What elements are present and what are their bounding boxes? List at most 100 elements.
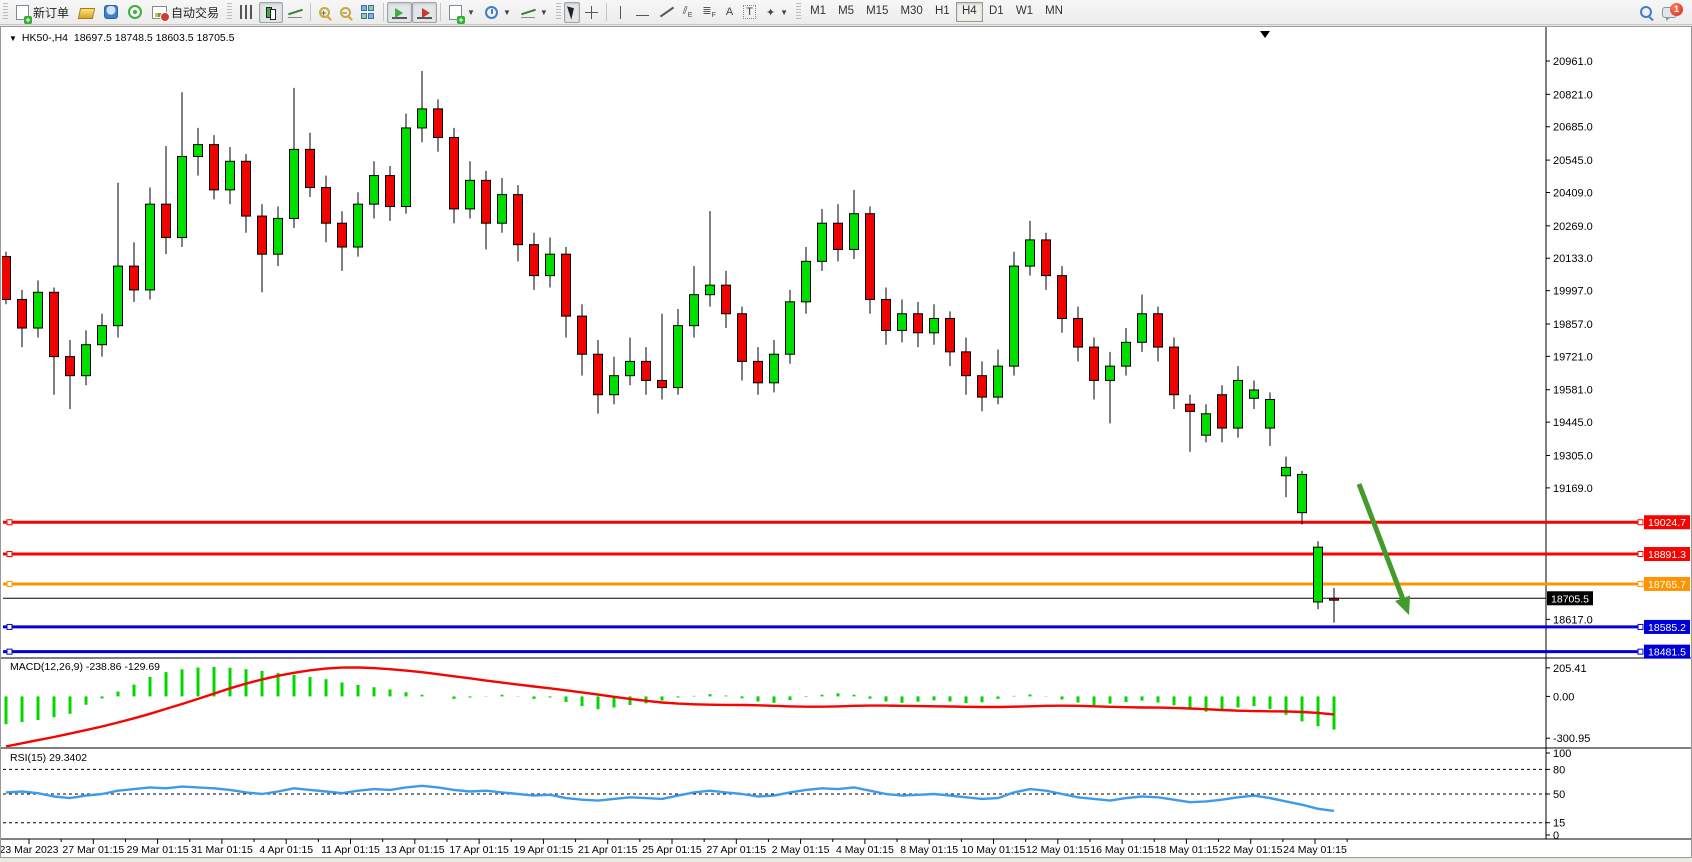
bar-chart-button[interactable] bbox=[235, 2, 259, 23]
trend-arrow-head[interactable] bbox=[1395, 595, 1411, 615]
timeframe-m1-button[interactable]: M1 bbox=[810, 5, 827, 17]
candle bbox=[337, 222, 347, 248]
line-handle[interactable] bbox=[6, 519, 13, 526]
date-label: 13 Apr 01:15 bbox=[385, 844, 445, 856]
toolbar-grip[interactable] bbox=[3, 3, 8, 21]
timeframe-m30-button[interactable]: M30 bbox=[900, 5, 923, 17]
line-handle[interactable] bbox=[6, 580, 13, 587]
price-tick-label: 19721.0 bbox=[1553, 351, 1593, 363]
indicators-button[interactable]: ▼ bbox=[444, 2, 480, 24]
rsi-tick-label: 15 bbox=[1553, 818, 1565, 830]
price-tick-label: 20545.0 bbox=[1553, 155, 1593, 167]
zoom-out-button[interactable]: − bbox=[335, 2, 356, 23]
main-toolbar: 新订单 自动交易 + − ▼ ▼ ▼ bbox=[0, 0, 1692, 25]
candle bbox=[257, 215, 267, 255]
toolbar-grip[interactable] bbox=[555, 3, 561, 21]
candlestick-chart-button[interactable] bbox=[259, 1, 284, 23]
new-order-icon bbox=[16, 4, 32, 24]
chart-title: ▼ HK50-,H4 18697.5 18748.5 18603.5 18705.… bbox=[9, 32, 235, 44]
macd-layer bbox=[4, 666, 1336, 747]
trend-arrow[interactable] bbox=[1356, 483, 1405, 600]
chart-shift-button[interactable] bbox=[412, 1, 438, 23]
date-label: 16 May 01:15 bbox=[1090, 844, 1154, 856]
templates-button[interactable]: ▼ bbox=[516, 2, 553, 23]
price-tick-label: 20269.0 bbox=[1553, 221, 1593, 233]
new-order-button[interactable]: 新订单 bbox=[11, 2, 74, 24]
candle bbox=[65, 356, 75, 377]
new-order-label: 新订单 bbox=[33, 5, 70, 20]
arrows-button[interactable]: ✦ ▼ bbox=[765, 6, 789, 19]
search-button[interactable] bbox=[1635, 2, 1657, 23]
horizontal-line-button[interactable] bbox=[631, 2, 654, 23]
toolbar-grip[interactable] bbox=[796, 3, 802, 21]
candle bbox=[993, 365, 1003, 398]
timeframe-h4-button[interactable]: H4 bbox=[955, 2, 983, 22]
zoom-out-icon: − bbox=[340, 6, 352, 18]
vertical-line-button[interactable] bbox=[610, 2, 631, 23]
candle bbox=[433, 108, 443, 138]
equidistant-channel-button[interactable]: ⫽E bbox=[678, 2, 698, 23]
candle bbox=[785, 301, 795, 355]
line-handle[interactable] bbox=[6, 551, 13, 558]
candle bbox=[161, 203, 171, 239]
chart-window[interactable]: 19024.7 18891.3 18765.7 18585.2 18481.5 18705… bbox=[0, 26, 1692, 858]
chart-shift-marker[interactable] bbox=[1260, 31, 1270, 38]
tile-windows-icon bbox=[361, 5, 375, 19]
timeframe-d1-button[interactable]: D1 bbox=[988, 5, 1004, 17]
text-label-button[interactable]: T bbox=[738, 2, 761, 23]
candle bbox=[1153, 313, 1163, 348]
timeframe-w1-button[interactable]: W1 bbox=[1015, 5, 1034, 17]
timeframe-mn-button[interactable]: MN bbox=[1045, 5, 1063, 17]
candle bbox=[737, 313, 747, 362]
fibonacci-button[interactable]: ≣F bbox=[697, 2, 721, 23]
autotrading-button[interactable]: 自动交易 bbox=[147, 2, 224, 23]
candle bbox=[657, 379, 667, 389]
indicators-icon bbox=[449, 4, 466, 24]
candle bbox=[449, 136, 459, 210]
rsi-tick-label: 0 bbox=[1553, 830, 1559, 842]
line-handle[interactable] bbox=[1637, 648, 1644, 655]
trendline-button[interactable] bbox=[654, 2, 678, 23]
candle bbox=[305, 148, 315, 188]
text-button[interactable]: A bbox=[721, 2, 738, 23]
candle bbox=[561, 253, 571, 317]
candle bbox=[753, 360, 763, 384]
line-handle[interactable] bbox=[1637, 580, 1644, 587]
market-button[interactable] bbox=[74, 2, 99, 23]
rsi-line bbox=[5, 784, 1335, 813]
line-chart-button[interactable] bbox=[283, 2, 307, 23]
tile-windows-button[interactable] bbox=[356, 2, 380, 23]
notifications-button[interactable]: 1 bbox=[1657, 2, 1683, 23]
line-handle[interactable] bbox=[1637, 551, 1644, 558]
candle bbox=[673, 325, 683, 389]
text-icon: A bbox=[725, 6, 734, 18]
zoom-in-button[interactable]: + bbox=[314, 2, 335, 23]
ohlc-high: 18748.5 bbox=[114, 32, 153, 44]
toolbar-grip[interactable] bbox=[227, 3, 233, 21]
candle bbox=[81, 344, 91, 377]
notification-badge: 1 bbox=[1670, 2, 1683, 16]
cursor-button[interactable] bbox=[563, 1, 580, 23]
timeframe-h1-button[interactable]: H1 bbox=[934, 5, 950, 17]
line-handle[interactable] bbox=[1637, 623, 1644, 630]
candle bbox=[1185, 403, 1195, 412]
timeframe-m15-button[interactable]: M15 bbox=[866, 5, 889, 17]
candle bbox=[689, 294, 699, 327]
candle bbox=[225, 160, 235, 191]
chart-canvas[interactable]: 19024.7 18891.3 18765.7 18585.2 18481.5 18705… bbox=[1, 27, 1691, 857]
candle bbox=[241, 160, 251, 217]
candle bbox=[385, 175, 395, 208]
line-handle[interactable] bbox=[6, 623, 13, 630]
candle bbox=[353, 203, 363, 248]
line-handle[interactable] bbox=[6, 648, 13, 655]
periods-button[interactable]: ▼ bbox=[480, 2, 516, 23]
crosshair-button[interactable] bbox=[580, 2, 603, 23]
timeframe-m5-button[interactable]: M5 bbox=[838, 5, 855, 17]
auto-scroll-button[interactable] bbox=[387, 1, 413, 23]
periods-icon bbox=[484, 5, 498, 19]
quick-trade-caret-icon[interactable]: ▼ bbox=[9, 34, 17, 43]
signals-button[interactable] bbox=[123, 2, 147, 23]
signals-icon bbox=[128, 5, 143, 19]
line-handle[interactable] bbox=[1637, 519, 1644, 526]
community-button[interactable] bbox=[99, 2, 123, 23]
